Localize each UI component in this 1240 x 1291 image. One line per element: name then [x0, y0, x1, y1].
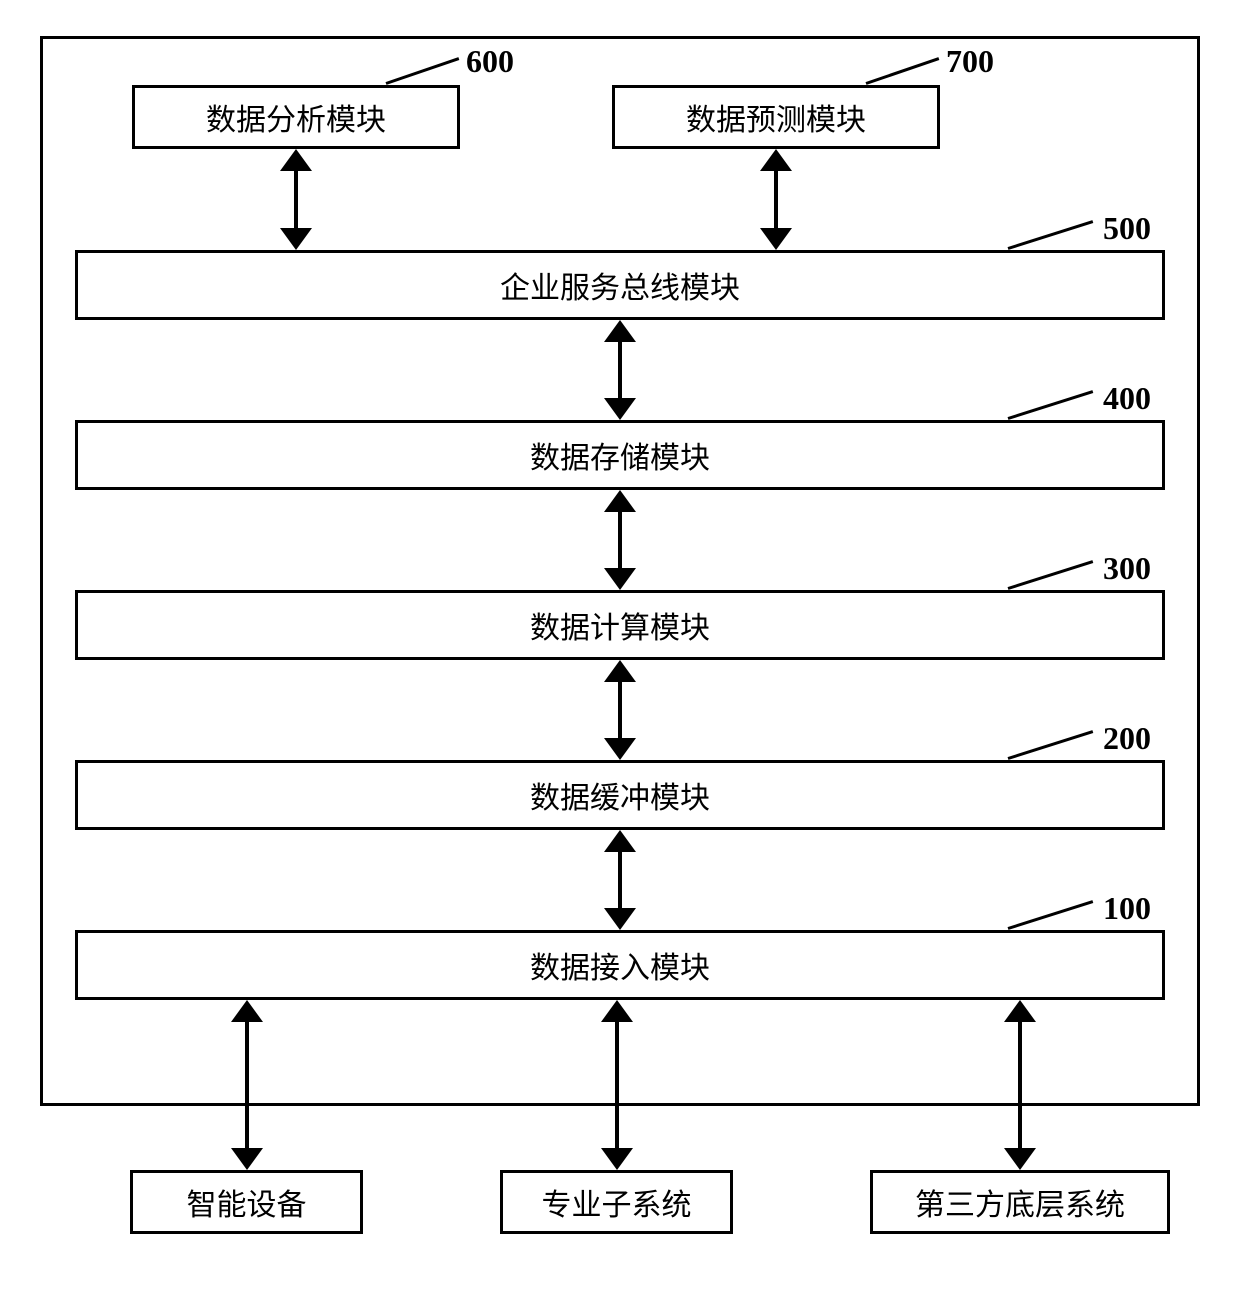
bidirectional-arrow	[1000, 1000, 1040, 1170]
bidirectional-arrow	[276, 149, 316, 250]
module-label: 企业服务总线模块	[500, 263, 740, 307]
module-box-third: 第三方底层系统	[870, 1170, 1170, 1234]
module-label: 数据缓冲模块	[530, 773, 710, 817]
bidirectional-arrow	[600, 660, 640, 760]
module-box-500: 企业服务总线模块	[75, 250, 1165, 320]
module-label: 数据计算模块	[530, 603, 710, 647]
reference-label: 200	[1103, 720, 1151, 757]
reference-label: 600	[466, 43, 514, 80]
module-label: 专业子系统	[542, 1180, 692, 1224]
module-box-600: 数据分析模块	[132, 85, 460, 149]
reference-label: 100	[1103, 890, 1151, 927]
reference-label: 500	[1103, 210, 1151, 247]
bidirectional-arrow	[227, 1000, 267, 1170]
bidirectional-arrow	[597, 1000, 637, 1170]
reference-label: 400	[1103, 380, 1151, 417]
module-box-100: 数据接入模块	[75, 930, 1165, 1000]
bidirectional-arrow	[600, 830, 640, 930]
bidirectional-arrow	[600, 490, 640, 590]
module-box-200: 数据缓冲模块	[75, 760, 1165, 830]
module-label: 数据分析模块	[206, 95, 386, 139]
module-box-300: 数据计算模块	[75, 590, 1165, 660]
module-label: 智能设备	[187, 1180, 307, 1224]
module-label: 数据预测模块	[686, 95, 866, 139]
reference-label: 700	[946, 43, 994, 80]
module-box-sub: 专业子系统	[500, 1170, 733, 1234]
module-box-700: 数据预测模块	[612, 85, 940, 149]
bidirectional-arrow	[756, 149, 796, 250]
module-box-dev: 智能设备	[130, 1170, 363, 1234]
module-label: 第三方底层系统	[915, 1180, 1125, 1224]
module-box-400: 数据存储模块	[75, 420, 1165, 490]
module-label: 数据接入模块	[530, 943, 710, 987]
reference-label: 300	[1103, 550, 1151, 587]
bidirectional-arrow	[600, 320, 640, 420]
module-label: 数据存储模块	[530, 433, 710, 477]
